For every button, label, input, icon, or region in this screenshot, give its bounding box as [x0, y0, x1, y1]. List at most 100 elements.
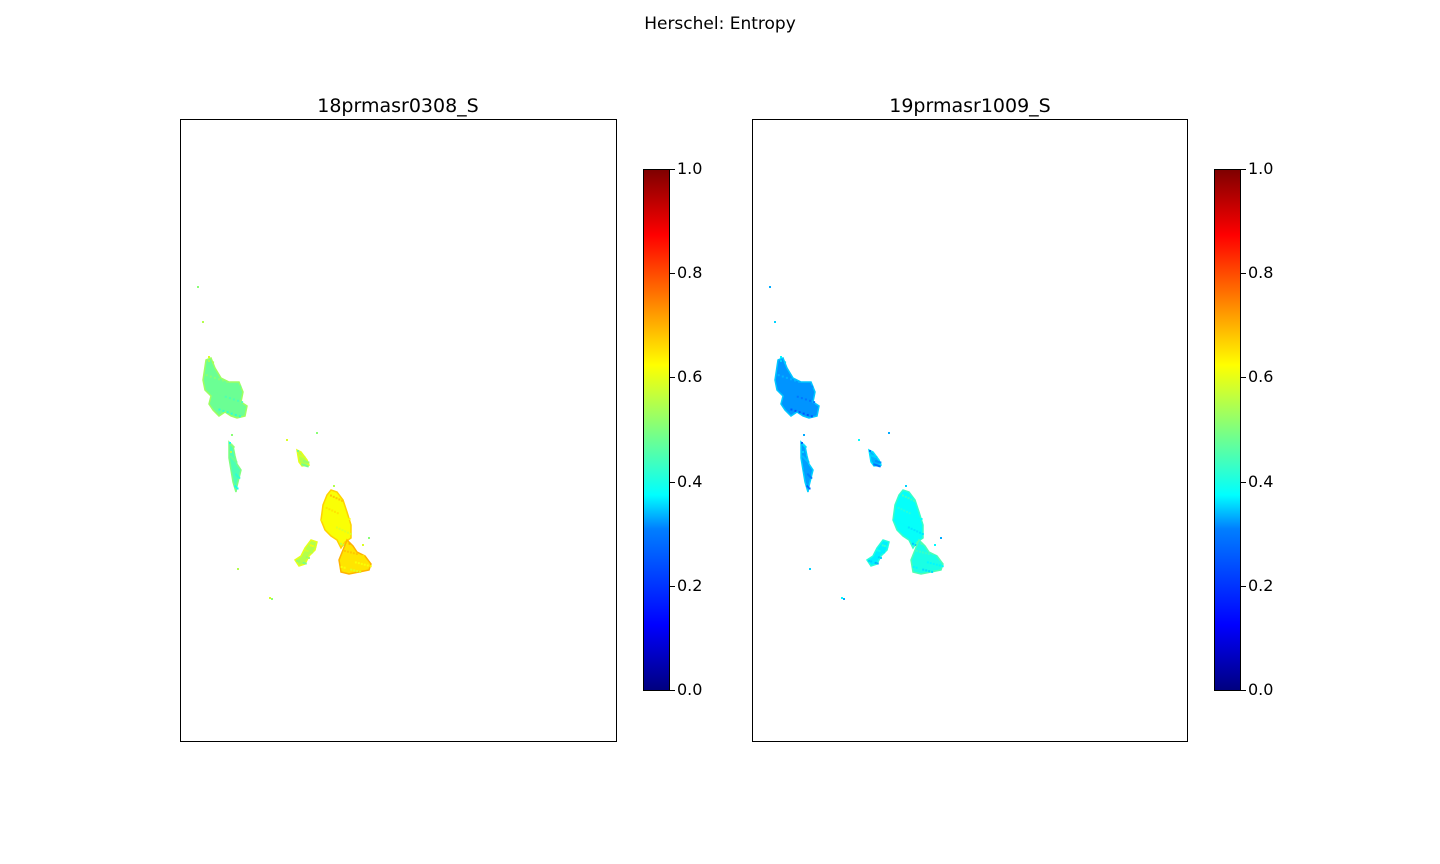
pixel-noise-0: [349, 551, 352, 554]
pixel-noise-1: [900, 508, 903, 511]
pixel-noise-1: [796, 395, 799, 398]
pixel-noise-1: [808, 487, 811, 490]
pixel-noise-1: [883, 551, 886, 554]
pixel-noise-1: [876, 562, 879, 565]
colorbar-tick-0: [670, 377, 675, 379]
pixel-noise-0: [303, 555, 306, 558]
pixel-noise-0: [304, 464, 307, 467]
pixel-noise-0: [325, 506, 328, 509]
pixel-noise-1: [924, 552, 927, 555]
pixel-noise-0: [232, 398, 235, 401]
pixel-noise-1: [783, 391, 786, 394]
pixel-noise-1: [920, 518, 923, 521]
colorbar-tick-label-0: 0.8: [677, 263, 703, 283]
pixel-noise-0: [236, 474, 239, 477]
region-northwest-island-0: [202, 357, 248, 419]
pixel-noise-1: [801, 455, 804, 458]
panel-title-left: 18prmasr0308_S: [317, 95, 479, 117]
figure-title: Herschel: Entropy: [644, 14, 796, 34]
pixel-noise-0: [217, 378, 220, 381]
pixel-noise-0: [222, 379, 225, 382]
pixel-noise-1: [922, 568, 925, 571]
colorbar-tick-label-1: 0.0: [1248, 680, 1274, 699]
pixel-noise-0: [303, 464, 306, 467]
speck-1: [769, 286, 771, 288]
pixel-noise-0: [241, 401, 244, 404]
pixel-noise-1: [872, 459, 875, 462]
pixel-noise-0: [348, 542, 351, 545]
pixel-noise-1: [896, 520, 899, 523]
colorbar-tick-1: [1241, 481, 1246, 483]
pixel-noise-1: [781, 375, 784, 378]
pixel-noise-0: [235, 461, 238, 464]
colorbar-tick-0: [670, 481, 675, 483]
speck-1: [858, 439, 860, 441]
pixel-noise-1: [873, 455, 876, 458]
pixel-noise-0: [338, 527, 341, 530]
pixel-noise-0: [298, 560, 301, 563]
pixel-noise-1: [801, 442, 803, 444]
pixel-noise-1: [870, 560, 873, 563]
pixel-noise-1: [926, 561, 929, 564]
pixel-noise-0: [232, 470, 235, 473]
pixel-noise-0: [345, 558, 348, 561]
pixel-noise-1: [870, 454, 873, 457]
region-west-strip-1: [800, 440, 814, 493]
pixel-noise-1: [917, 558, 920, 561]
pixel-noise-0: [305, 556, 308, 559]
pixel-noise-0: [346, 550, 349, 553]
pixel-noise-0: [328, 508, 331, 511]
pixel-noise-0: [302, 463, 305, 466]
pixel-noise-0: [357, 562, 360, 565]
pixel-noise-0: [344, 530, 347, 533]
pixel-noise-0: [297, 450, 299, 452]
pixel-noise-1: [804, 398, 807, 401]
colorbar-tick-label-1: 0.6: [1248, 367, 1274, 387]
pixel-noise-0: [215, 392, 218, 395]
pixel-noise-1: [874, 455, 877, 458]
pixel-noise-1: [810, 476, 813, 479]
pixel-noise-1: [904, 495, 907, 498]
speck-0: [197, 286, 199, 288]
speck-0: [237, 568, 239, 570]
pixel-noise-1: [813, 401, 816, 404]
pixel-noise-1: [877, 464, 880, 467]
pixel-noise-1: [791, 393, 794, 396]
pixel-noise-0: [324, 520, 327, 523]
speck-1: [841, 597, 843, 599]
pixel-noise-1: [800, 397, 803, 400]
panel-title-right: 19prmasr1009_S: [889, 95, 1051, 117]
pixel-noise-0: [341, 499, 344, 502]
pixel-noise-1: [927, 552, 930, 555]
pixel-noise-0: [231, 444, 234, 447]
pixel-noise-0: [333, 510, 336, 513]
pixel-noise-0: [335, 526, 338, 529]
pixel-noise-0: [363, 563, 366, 566]
pixel-noise-1: [920, 542, 923, 545]
pixel-noise-0: [233, 458, 236, 461]
colorbar-tick-1: [1241, 273, 1246, 275]
pixel-noise-0: [335, 497, 338, 500]
colorbar-tick-label-1: 0.4: [1248, 471, 1274, 491]
speck-1: [809, 568, 811, 570]
pixel-noise-1: [878, 461, 881, 464]
pixel-noise-0: [238, 476, 241, 479]
pixel-noise-1: [790, 408, 793, 411]
pixel-noise-1: [805, 458, 808, 461]
pixel-noise-0: [306, 549, 309, 552]
speck-0: [230, 451, 232, 453]
colorbar-tick-label-0: 0.2: [677, 575, 703, 595]
colorbar-tick-label-0: 0.6: [677, 367, 703, 387]
colorbar-tick-label-1: 1.0: [1248, 159, 1274, 178]
pixel-noise-0: [231, 457, 234, 460]
pixel-noise-0: [301, 459, 304, 462]
pixel-noise-1: [777, 374, 780, 377]
pixel-noise-0: [303, 456, 306, 459]
colorbar-tick-1: [1241, 377, 1246, 379]
pixel-noise-0: [230, 456, 233, 459]
pixel-noise-0: [342, 515, 345, 518]
pixel-noise-1: [881, 544, 884, 547]
pixel-noise-1: [871, 455, 874, 458]
pixel-noise-1: [809, 399, 812, 402]
pixel-noise-1: [802, 456, 805, 459]
